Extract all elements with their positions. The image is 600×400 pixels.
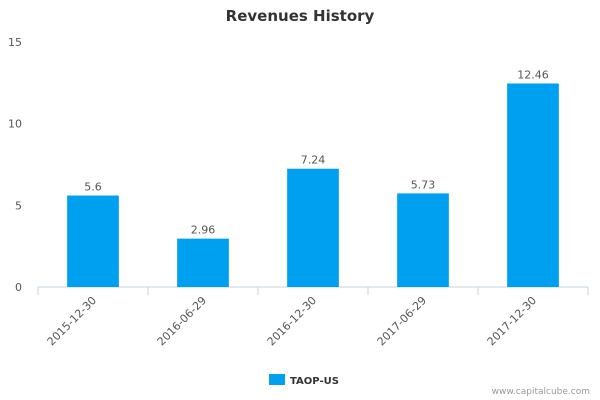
data-label: 5.6: [84, 181, 102, 194]
bar: [177, 238, 229, 287]
x-tick-label: 2017-12-30: [485, 294, 539, 348]
x-tick-label: 2017-06-29: [375, 294, 429, 348]
y-tick-label: 15: [8, 36, 22, 49]
bars: [67, 83, 559, 287]
x-tick-labels: 2015-12-30 2016-06-29 2016-12-30 2017-06-29…: [45, 294, 539, 348]
bar: [507, 83, 559, 287]
data-label: 7.24: [301, 154, 326, 167]
data-label: 5.73: [411, 178, 436, 191]
chart-title: Revenues History: [226, 7, 375, 25]
y-tick-label: 0: [15, 281, 22, 294]
y-axis: 0 5 10 15: [8, 36, 22, 294]
bar: [397, 193, 449, 287]
credit-text: www.capitalcube.com: [492, 387, 590, 397]
x-axis: [37, 286, 589, 295]
data-label: 12.46: [517, 68, 549, 81]
legend-label: TAOP-US: [290, 376, 339, 387]
y-tick-label: 5: [15, 199, 22, 212]
bar: [287, 168, 339, 287]
x-tick-label: 2016-06-29: [155, 294, 209, 348]
data-labels: 5.6 2.96 7.24 5.73 12.46: [84, 68, 549, 236]
x-tick-label: 2015-12-30: [45, 294, 99, 348]
bar: [67, 195, 119, 287]
x-tick-label: 2016-12-30: [265, 294, 319, 348]
legend[interactable]: TAOP-US: [269, 374, 339, 387]
legend-swatch: [269, 374, 285, 385]
y-tick-label: 10: [8, 118, 22, 131]
data-label: 2.96: [191, 224, 216, 237]
